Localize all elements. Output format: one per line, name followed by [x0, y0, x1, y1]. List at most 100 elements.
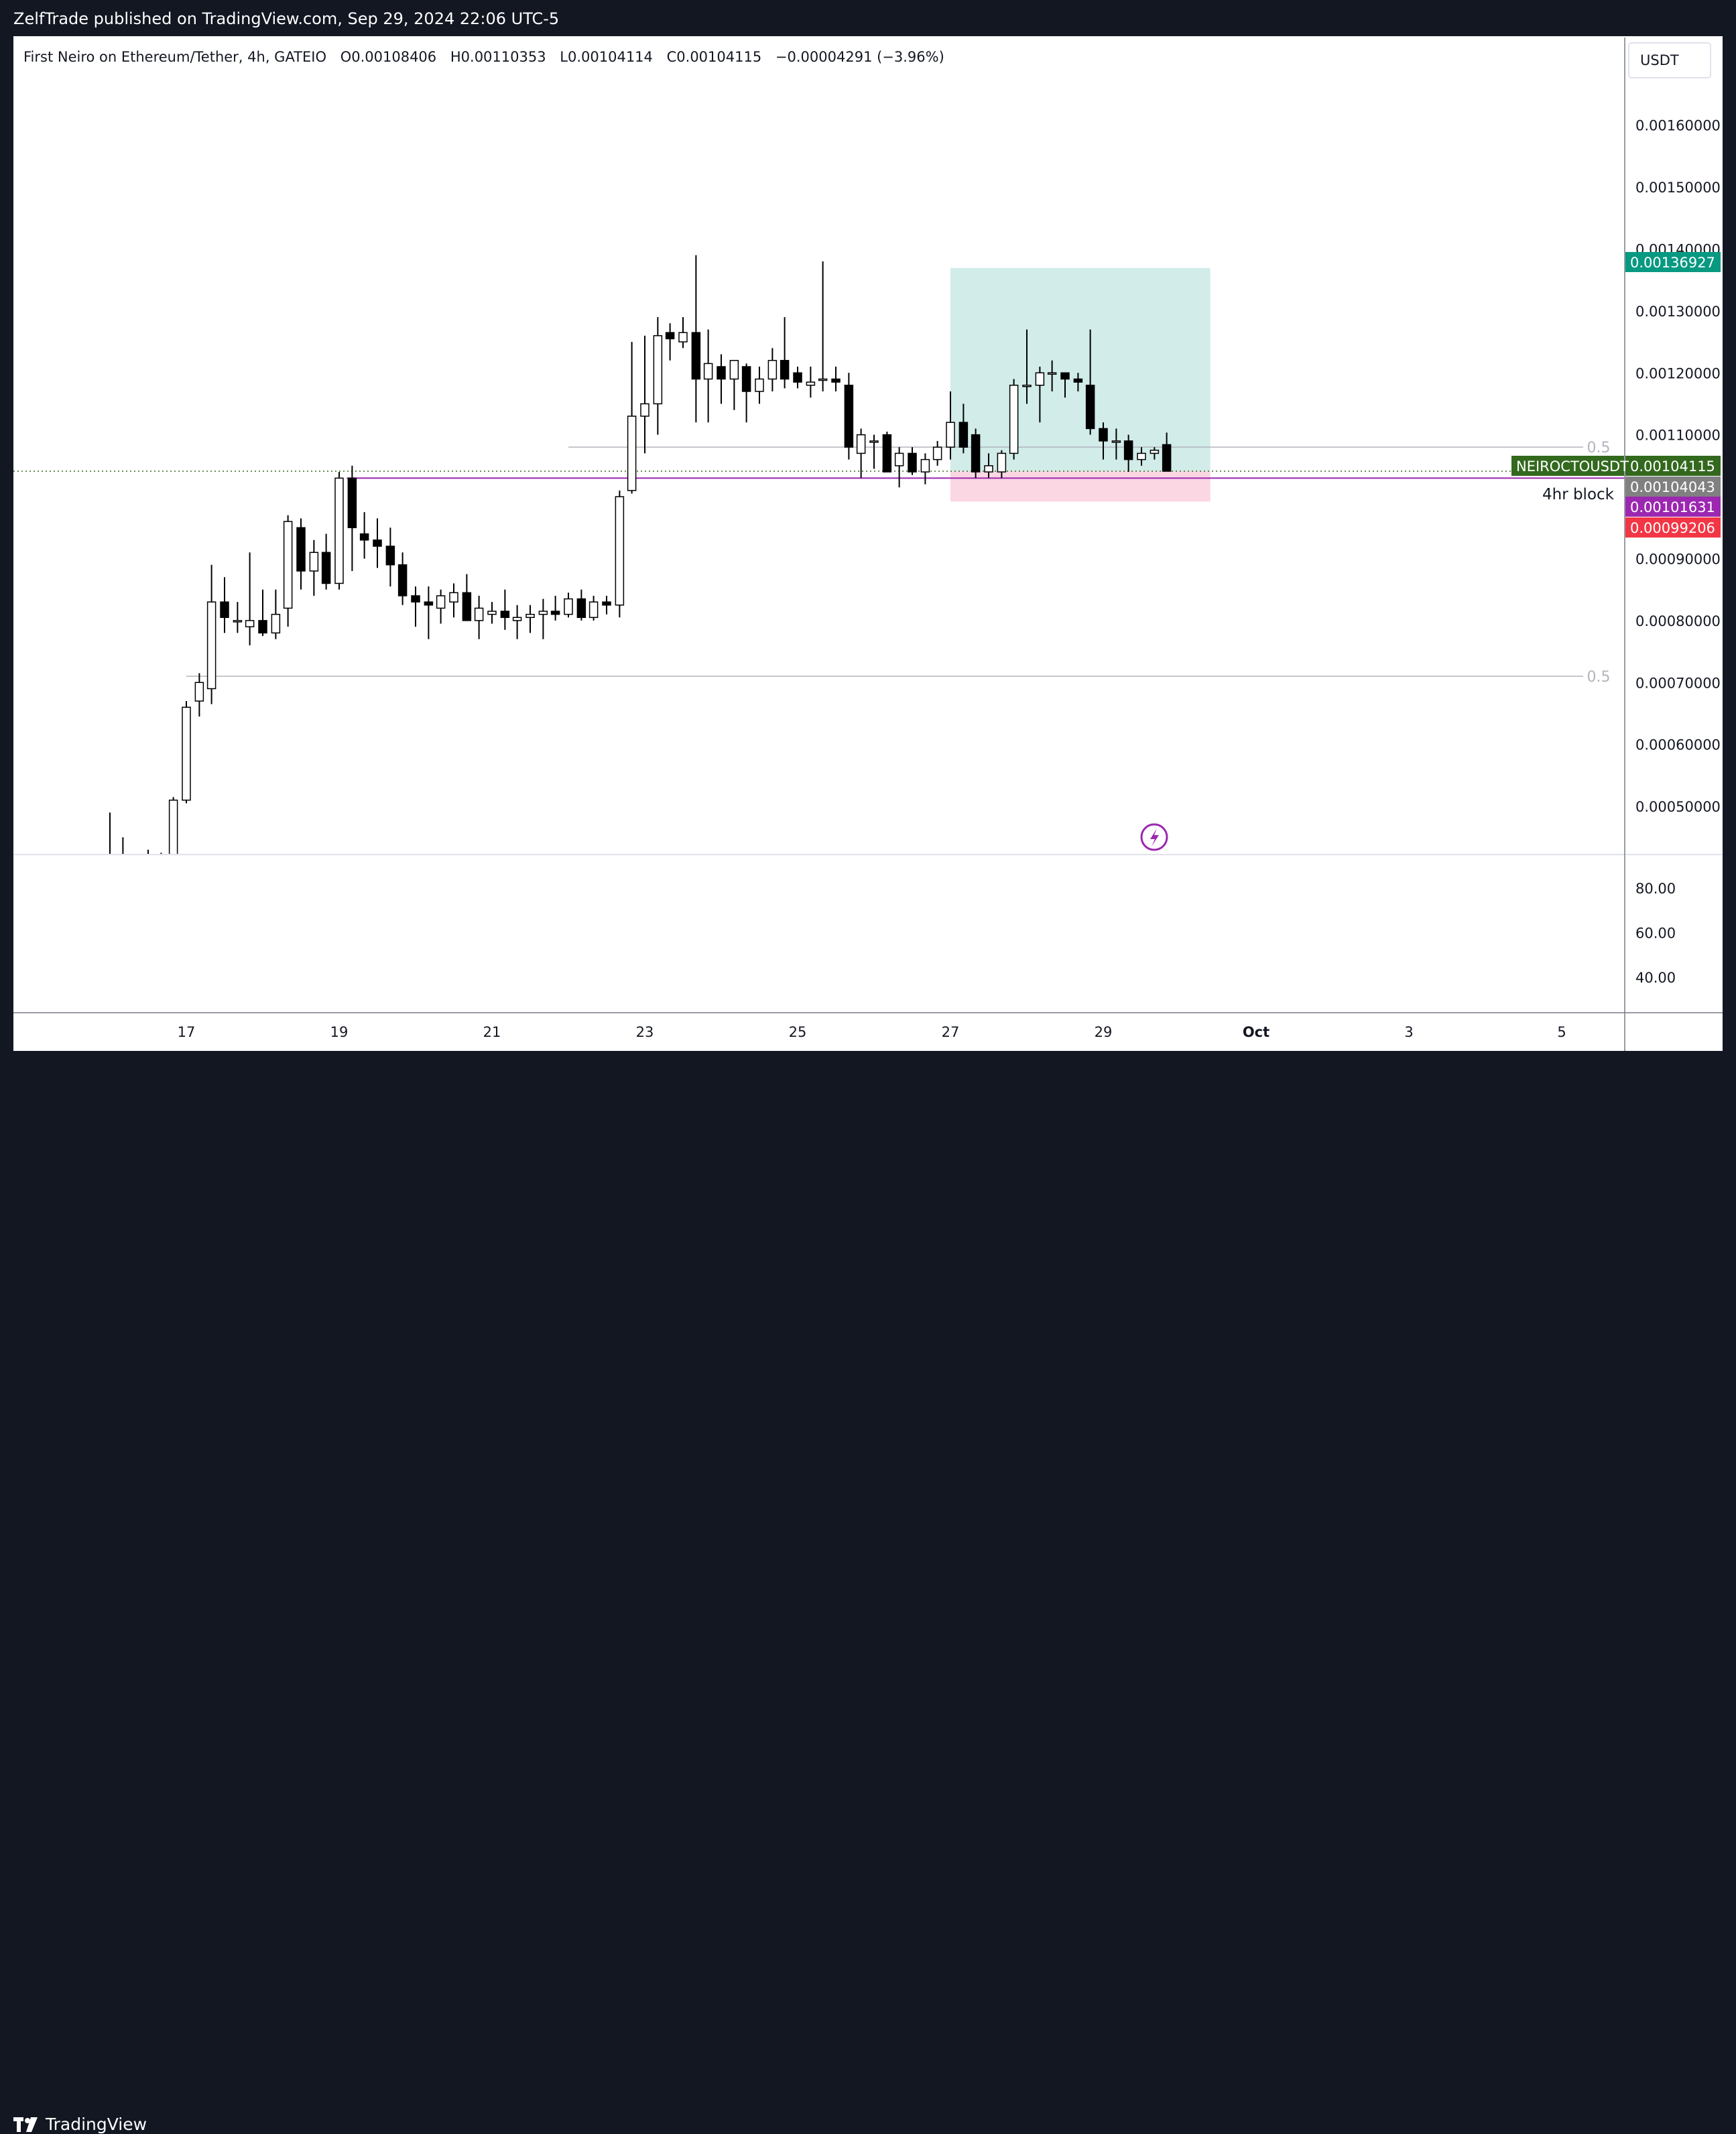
candle-2[interactable] [144, 849, 152, 875]
candle-12[interactable] [271, 589, 281, 639]
candle-80[interactable] [1137, 447, 1146, 466]
currency-button[interactable]: USDT [1628, 42, 1711, 78]
candle-43[interactable] [665, 323, 675, 361]
candle-4[interactable] [168, 797, 178, 875]
candle-31[interactable] [512, 605, 522, 639]
time-tick-label: 25 [789, 1024, 807, 1040]
candle-54[interactable] [806, 367, 816, 398]
candle-79[interactable] [1123, 434, 1133, 473]
candle-58[interactable] [856, 428, 866, 479]
candle-69[interactable] [997, 450, 1007, 479]
candle-25[interactable] [436, 589, 446, 624]
candle-22[interactable] [397, 552, 408, 605]
candle-66[interactable] [958, 403, 969, 454]
candle-57[interactable] [844, 373, 854, 460]
candle-26[interactable] [449, 583, 458, 618]
candle-72[interactable] [1035, 367, 1045, 423]
candle-75[interactable] [1073, 373, 1083, 391]
candle-56[interactable] [831, 367, 841, 391]
candle-73[interactable] [1047, 360, 1057, 391]
candle-50[interactable] [755, 367, 764, 404]
candle-60[interactable] [882, 432, 892, 473]
candle-9[interactable] [233, 602, 243, 633]
candle-53[interactable] [793, 367, 802, 389]
candle-11[interactable] [258, 589, 267, 636]
candle-20[interactable] [373, 518, 382, 568]
candle-74[interactable] [1060, 372, 1070, 398]
time-tick-label: 23 [636, 1024, 654, 1040]
candle-81[interactable] [1150, 447, 1160, 460]
candle-52[interactable] [780, 317, 790, 389]
candle-49[interactable] [741, 363, 751, 423]
candle-55[interactable] [818, 261, 828, 391]
candle-44[interactable] [678, 317, 688, 349]
price-tag-take_profit[interactable]: 0.00136927 [1625, 252, 1721, 272]
candle-34[interactable] [550, 595, 560, 621]
candle-67[interactable] [971, 428, 981, 479]
candle-16[interactable] [321, 534, 331, 590]
candle-77[interactable] [1099, 422, 1108, 460]
stop-zone[interactable] [950, 471, 1211, 502]
candle-62[interactable] [908, 447, 917, 475]
candle-63[interactable] [920, 453, 930, 485]
candle-51[interactable] [767, 348, 778, 391]
candle-71[interactable] [1022, 329, 1032, 404]
candle-61[interactable] [894, 447, 904, 488]
candle-42[interactable] [653, 317, 663, 435]
candle-27[interactable] [462, 574, 472, 621]
chart-canvas[interactable]: 0.50.5 0.000500000.000600000.000700000.0… [0, 0, 1736, 1098]
candle-36[interactable] [576, 589, 586, 621]
candle-6[interactable] [194, 673, 204, 717]
candle-18[interactable] [347, 465, 357, 571]
candle-5[interactable] [182, 701, 191, 804]
candle-68[interactable] [984, 453, 993, 479]
price-tag-bg [1625, 517, 1721, 538]
candle-35[interactable] [564, 592, 573, 618]
candle-33[interactable] [538, 599, 548, 639]
candle-76[interactable] [1085, 329, 1095, 435]
candle-14[interactable] [296, 518, 306, 590]
candle-64[interactable] [932, 440, 942, 466]
candle-46[interactable] [703, 329, 713, 423]
candle-65[interactable] [946, 391, 955, 460]
candle-10[interactable] [245, 552, 255, 645]
publish-info: ZelfTrade published on TradingView.com, … [13, 9, 560, 28]
candle-37[interactable] [588, 595, 599, 621]
candle-39[interactable] [615, 490, 625, 618]
price-tag-stop[interactable]: 0.00099206 [1625, 517, 1721, 538]
candle-32[interactable] [525, 605, 535, 633]
candle-29[interactable] [487, 602, 497, 624]
candle-8[interactable] [220, 577, 229, 633]
candle-body [245, 620, 255, 627]
candle-40[interactable] [627, 342, 637, 494]
candle-body [321, 552, 331, 584]
candle-45[interactable] [691, 255, 701, 423]
candle-24[interactable] [424, 586, 434, 639]
candle-41[interactable] [640, 335, 649, 454]
candle-70[interactable] [1009, 379, 1019, 460]
candle-13[interactable] [283, 515, 293, 627]
candle-1[interactable] [119, 837, 127, 881]
candle-82[interactable] [1162, 432, 1172, 472]
candle-body [729, 360, 739, 380]
candle-47[interactable] [717, 354, 726, 404]
candle-59[interactable] [869, 434, 879, 469]
tradingview-logo[interactable]: TradingView [13, 2115, 147, 2134]
candle-78[interactable] [1111, 428, 1121, 460]
candle-30[interactable] [500, 589, 510, 630]
candle-15[interactable] [309, 540, 319, 596]
candle-17[interactable] [334, 472, 344, 590]
candle-0[interactable] [106, 812, 114, 881]
candle-28[interactable] [474, 595, 484, 639]
candle-19[interactable] [359, 512, 369, 559]
price-tag-avwap[interactable]: 0.00104043 [1625, 477, 1721, 497]
candle-38[interactable] [602, 595, 611, 615]
price-tag-purple[interactable]: 0.00101631 [1625, 497, 1721, 517]
candle-48[interactable] [729, 360, 739, 410]
lightning-icon[interactable] [1140, 823, 1168, 851]
candle-21[interactable] [385, 527, 395, 587]
candle-23[interactable] [411, 586, 420, 627]
target-zone[interactable] [950, 267, 1211, 472]
candle-7[interactable] [206, 564, 216, 704]
